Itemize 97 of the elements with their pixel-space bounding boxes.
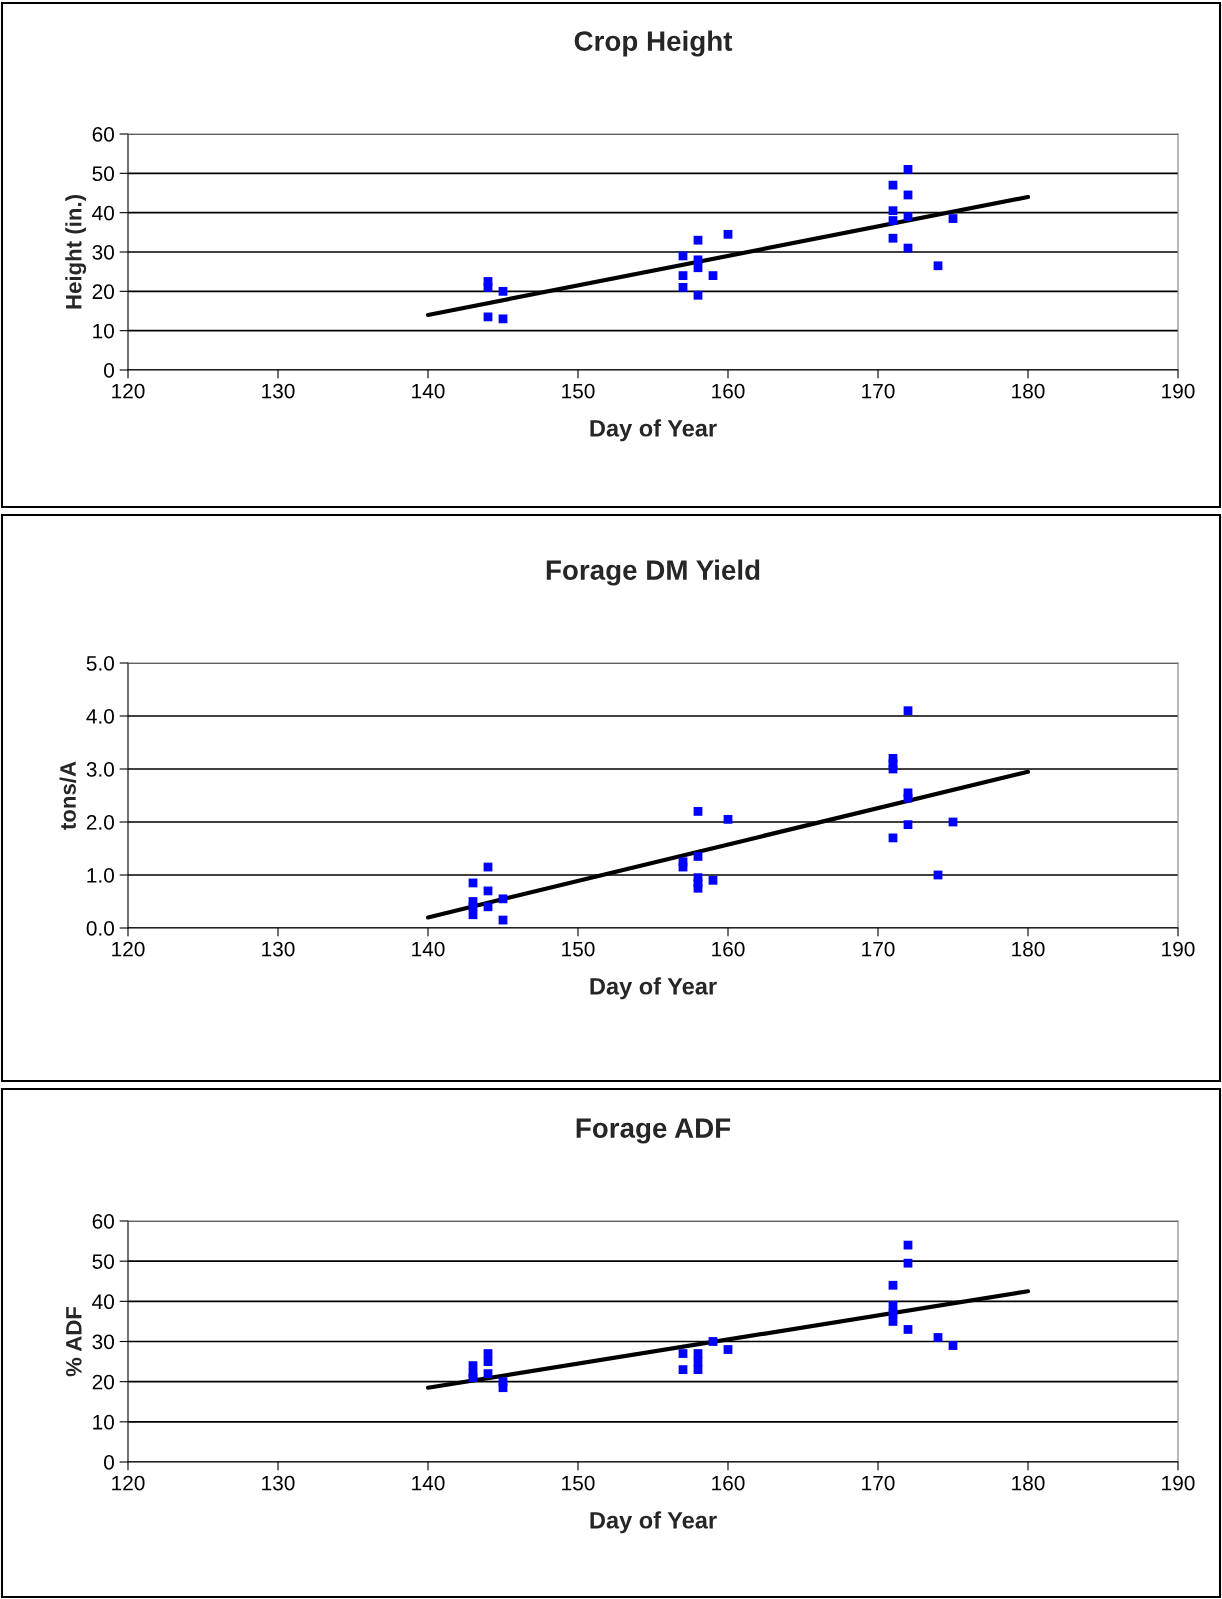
x-tick-label: 170 bbox=[862, 1475, 895, 1491]
point bbox=[693, 852, 703, 861]
point bbox=[903, 706, 913, 716]
point bbox=[693, 883, 703, 893]
y-tick-label: 0 bbox=[104, 1455, 114, 1470]
x-tick-label: 160 bbox=[712, 383, 745, 399]
y-tick-label: 40 bbox=[92, 205, 114, 221]
y-tick-label: 4.0 bbox=[86, 709, 114, 724]
chart-title: Crop Height bbox=[574, 30, 733, 57]
point bbox=[498, 314, 508, 324]
x-tick-label: 120 bbox=[112, 383, 145, 399]
chart-title: Forage DM Yield bbox=[546, 559, 760, 586]
point bbox=[888, 216, 898, 225]
y-axis-title: tons/A bbox=[59, 761, 77, 830]
y-axis-title: Height (in.) bbox=[65, 195, 87, 309]
point bbox=[723, 1345, 733, 1354]
point bbox=[693, 263, 703, 273]
point bbox=[933, 261, 943, 271]
chart-title: Forage ADF bbox=[576, 1118, 731, 1144]
point bbox=[903, 212, 913, 221]
x-tick-label: 190 bbox=[1162, 941, 1195, 957]
point bbox=[498, 894, 508, 904]
x-tick-label: 140 bbox=[412, 383, 445, 399]
point bbox=[483, 1357, 493, 1366]
y-tick-label: 0 bbox=[104, 363, 114, 378]
x-axis-title: Day of Year bbox=[590, 977, 717, 1000]
y-tick-label: 1.0 bbox=[87, 868, 114, 883]
x-tick-label: 150 bbox=[562, 383, 595, 399]
point bbox=[888, 206, 898, 216]
x-tick-label: 180 bbox=[1012, 941, 1045, 957]
x-tick-label: 170 bbox=[862, 383, 895, 399]
y-tick-label: 50 bbox=[92, 166, 114, 182]
point bbox=[468, 1373, 478, 1383]
y-axis-title: % ADF bbox=[66, 1306, 82, 1377]
y-tick-label: 60 bbox=[92, 1214, 114, 1229]
x-tick-label: 180 bbox=[1012, 383, 1045, 399]
point bbox=[723, 229, 733, 239]
point bbox=[888, 233, 898, 243]
x-tick-label: 190 bbox=[1162, 383, 1195, 399]
y-tick-label: 5.0 bbox=[86, 656, 114, 671]
y-tick-label: 3.0 bbox=[86, 762, 114, 777]
x-tick-label: 130 bbox=[262, 383, 295, 399]
point bbox=[678, 1349, 688, 1358]
point bbox=[693, 1365, 703, 1375]
point bbox=[948, 1341, 958, 1350]
x-axis-title: Day of Year bbox=[590, 419, 717, 442]
x-tick-label: 160 bbox=[712, 1475, 745, 1491]
point bbox=[903, 165, 913, 174]
y-tick-label: 20 bbox=[92, 1374, 114, 1390]
x-tick-label: 130 bbox=[262, 941, 295, 957]
point bbox=[933, 1333, 943, 1342]
point bbox=[708, 1337, 718, 1346]
point bbox=[483, 902, 493, 912]
x-tick-label: 150 bbox=[562, 941, 595, 957]
x-tick-label: 140 bbox=[412, 1475, 445, 1491]
x-axis-title: Day of Year bbox=[590, 1511, 717, 1534]
y-tick-label: 60 bbox=[92, 127, 114, 142]
point bbox=[948, 214, 958, 223]
point bbox=[678, 1365, 688, 1375]
y-tick-label: 40 bbox=[92, 1294, 114, 1310]
point bbox=[468, 910, 478, 920]
x-tick-label: 130 bbox=[262, 1475, 295, 1491]
x-tick-label: 190 bbox=[1162, 1475, 1195, 1491]
y-tick-label: 30 bbox=[92, 245, 114, 260]
x-tick-label: 120 bbox=[112, 941, 145, 957]
point bbox=[903, 1325, 913, 1334]
x-tick-label: 120 bbox=[112, 1475, 145, 1491]
point bbox=[483, 283, 493, 292]
y-tick-label: 20 bbox=[92, 284, 114, 300]
x-tick-label: 160 bbox=[712, 941, 745, 957]
point bbox=[903, 1258, 913, 1268]
x-tick-label: 180 bbox=[1012, 1475, 1045, 1491]
y-tick-label: 30 bbox=[92, 1334, 114, 1350]
y-tick-label: 10 bbox=[93, 323, 114, 339]
point bbox=[708, 875, 718, 885]
point bbox=[693, 235, 703, 245]
point bbox=[483, 1369, 493, 1379]
y-tick-label: 2.0 bbox=[86, 815, 114, 830]
point bbox=[888, 1280, 898, 1290]
x-tick-label: 170 bbox=[862, 941, 895, 957]
point bbox=[723, 814, 733, 824]
point bbox=[708, 271, 718, 280]
point bbox=[498, 1383, 508, 1393]
point bbox=[888, 180, 898, 190]
point bbox=[693, 290, 703, 300]
x-tick-label: 140 bbox=[412, 941, 445, 957]
point bbox=[498, 286, 508, 296]
y-tick-label: 50 bbox=[92, 1254, 114, 1269]
point bbox=[693, 807, 703, 816]
y-tick-label: 0.0 bbox=[86, 921, 114, 936]
point bbox=[888, 1317, 898, 1326]
x-tick-label: 150 bbox=[562, 1475, 595, 1491]
y-tick-label: 10 bbox=[93, 1414, 114, 1430]
point bbox=[903, 820, 913, 830]
point bbox=[903, 793, 913, 803]
point bbox=[678, 283, 688, 292]
point bbox=[678, 271, 688, 280]
